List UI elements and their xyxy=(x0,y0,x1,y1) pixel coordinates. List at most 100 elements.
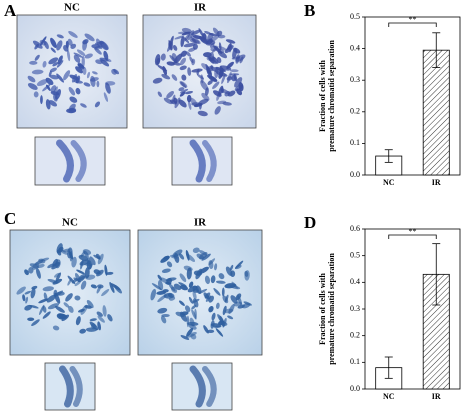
chromosome xyxy=(68,305,74,313)
plot-frame xyxy=(364,16,461,176)
chromosome xyxy=(224,294,229,303)
chromosome xyxy=(88,263,93,270)
chromosome xyxy=(243,301,252,306)
chromosome xyxy=(80,103,87,108)
chromosome xyxy=(192,35,204,40)
chromosome xyxy=(76,269,85,275)
chromosome xyxy=(230,270,236,277)
chromosome xyxy=(179,284,189,291)
x-tick-label: IR xyxy=(432,392,441,401)
chromosome xyxy=(204,275,211,285)
chromosome xyxy=(28,267,34,274)
chromosome xyxy=(173,45,178,51)
chromosome xyxy=(178,87,185,92)
chromosome xyxy=(91,323,96,330)
chromosome xyxy=(105,271,114,275)
chromosome xyxy=(188,296,194,304)
chromosome xyxy=(207,80,213,85)
chromosome xyxy=(183,32,191,42)
chromosome xyxy=(47,303,60,310)
bar xyxy=(422,49,450,176)
chromosome xyxy=(42,311,51,319)
chromosome xyxy=(97,315,105,323)
image-label: NC xyxy=(62,217,78,229)
chromosome xyxy=(215,328,224,337)
panel-label: C xyxy=(4,209,16,228)
chromosome xyxy=(56,73,65,83)
chromosome xyxy=(218,273,225,280)
chromosome xyxy=(102,305,107,317)
chromosome xyxy=(52,325,60,331)
chromosome xyxy=(31,69,44,75)
chromosome xyxy=(42,286,54,292)
y-axis-label: Fraction of cells withpremature chromati… xyxy=(318,253,336,365)
chromosome xyxy=(217,50,228,59)
chromosome xyxy=(214,106,221,115)
chromosome xyxy=(55,272,62,282)
chromosome xyxy=(94,45,102,50)
chromosome xyxy=(82,39,88,51)
chromosome xyxy=(92,71,98,75)
chromosome xyxy=(63,70,71,81)
chromosome xyxy=(52,278,63,285)
chromosome xyxy=(67,278,72,286)
chromosome xyxy=(179,91,186,97)
chromosome xyxy=(179,65,187,71)
chromosome xyxy=(207,329,215,334)
chromosome xyxy=(214,263,218,271)
chromosome xyxy=(49,67,57,73)
chromosome xyxy=(50,37,57,48)
chromosome xyxy=(170,286,178,293)
chromosome xyxy=(185,51,191,57)
chromosome xyxy=(73,277,79,282)
chromosome xyxy=(77,274,86,283)
chromosome xyxy=(229,264,234,271)
error-bar xyxy=(384,149,393,163)
chromosome xyxy=(58,246,64,253)
chromosome xyxy=(109,282,115,294)
chromosome xyxy=(40,95,43,105)
chromosome xyxy=(178,300,185,306)
chromosome xyxy=(48,57,59,65)
chromosome xyxy=(213,325,222,329)
chromosome xyxy=(45,77,54,86)
inset-chromosome xyxy=(70,140,87,182)
chromosome xyxy=(191,102,202,106)
chromosome xyxy=(217,314,225,324)
chromosome xyxy=(205,295,211,302)
chromosome xyxy=(82,249,92,255)
chromosome xyxy=(57,55,63,65)
chromosome xyxy=(100,59,110,67)
chromosome xyxy=(197,74,205,80)
chromosome xyxy=(161,315,167,324)
chromosome xyxy=(73,52,83,58)
chromosome xyxy=(42,83,51,92)
chromosome xyxy=(198,28,204,38)
chromosome xyxy=(65,293,73,302)
chromosome xyxy=(58,313,67,319)
chromosome xyxy=(221,87,224,94)
chromosome xyxy=(188,324,197,330)
micrographs xyxy=(9,14,263,411)
chromosome xyxy=(42,305,47,313)
chromosome xyxy=(225,39,236,44)
chromosome xyxy=(229,69,239,73)
chromosome xyxy=(235,264,242,270)
chromosome xyxy=(84,305,92,309)
chromosome xyxy=(181,74,187,81)
chromosome xyxy=(216,56,222,64)
chromosome xyxy=(32,262,40,270)
chromosome xyxy=(211,312,216,321)
chromosome xyxy=(75,66,84,74)
chromosome xyxy=(75,316,81,326)
chromosome xyxy=(70,43,77,49)
chromosome xyxy=(180,36,185,48)
chromosome xyxy=(43,40,49,50)
chromosome xyxy=(90,75,96,88)
chromosome xyxy=(89,256,96,266)
chromosome xyxy=(75,75,81,84)
chromosome xyxy=(25,296,29,304)
chromosome xyxy=(68,87,76,96)
chromosome xyxy=(62,248,71,253)
chromosome xyxy=(192,285,199,292)
